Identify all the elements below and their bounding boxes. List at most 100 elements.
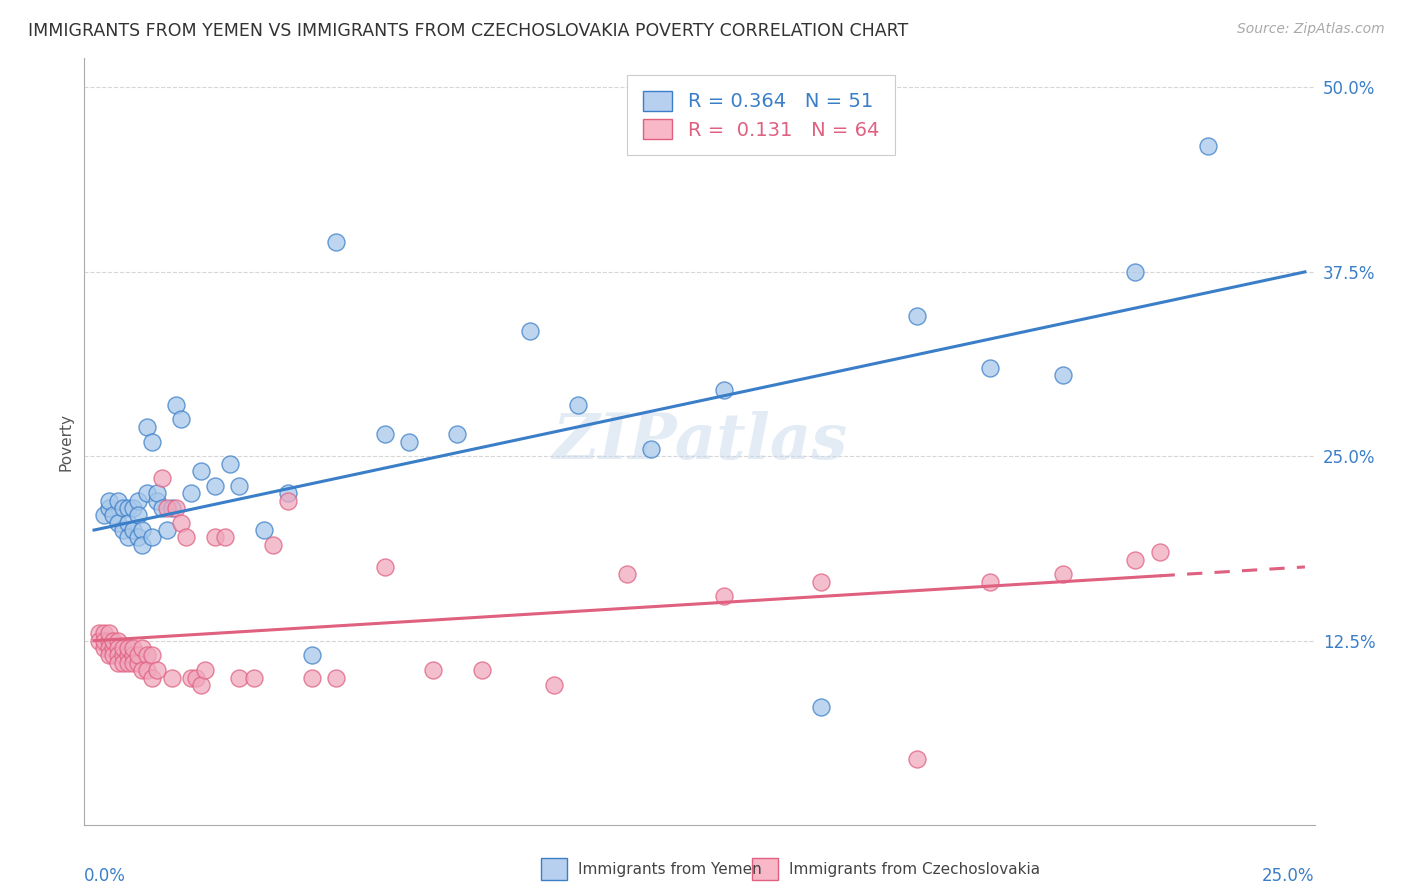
Point [112, 641, 135, 656]
Point [160, 500, 183, 515]
Point [87, 626, 110, 640]
Point [127, 493, 149, 508]
Point [103, 508, 125, 523]
Point [117, 500, 139, 515]
Point [141, 530, 163, 544]
Point [150, 500, 173, 515]
Point [446, 427, 468, 442]
Text: Immigrants from Yemen: Immigrants from Yemen [578, 862, 762, 877]
Point [713, 383, 735, 397]
Point [301, 671, 323, 685]
Point [107, 516, 129, 530]
Point [543, 678, 565, 692]
Point [141, 671, 163, 685]
Point [160, 671, 183, 685]
Text: 0.0%: 0.0% [84, 867, 127, 885]
Point [127, 530, 149, 544]
Point [218, 457, 240, 471]
Point [616, 567, 638, 582]
Point [121, 656, 143, 670]
Point [97, 500, 120, 515]
Point [374, 560, 396, 574]
Y-axis label: Poverty: Poverty [58, 412, 73, 471]
Point [136, 663, 159, 677]
Point [97, 493, 120, 508]
Point [117, 656, 139, 670]
Point [117, 516, 139, 530]
Point [165, 398, 187, 412]
Point [174, 530, 197, 544]
Point [228, 671, 250, 685]
Point [1149, 545, 1171, 559]
Point [301, 648, 323, 663]
Point [117, 530, 139, 544]
Point [325, 235, 347, 250]
Text: 25.0%: 25.0% [1263, 867, 1315, 885]
Point [190, 464, 212, 478]
Point [121, 641, 143, 656]
Point [228, 479, 250, 493]
Point [979, 574, 1001, 589]
Point [170, 412, 193, 426]
Point [121, 523, 143, 537]
Point [713, 590, 735, 604]
Point [131, 663, 153, 677]
Point [112, 500, 135, 515]
Point [204, 530, 226, 544]
Point [97, 633, 120, 648]
Point [979, 360, 1001, 375]
Point [107, 641, 129, 656]
Point [165, 500, 187, 515]
Point [262, 538, 284, 552]
Point [107, 493, 129, 508]
Point [93, 641, 115, 656]
Point [567, 398, 589, 412]
Point [374, 427, 396, 442]
Point [190, 678, 212, 692]
Point [156, 523, 179, 537]
Point [136, 419, 159, 434]
Point [107, 648, 129, 663]
Point [180, 486, 202, 500]
Point [131, 523, 153, 537]
Point [907, 309, 929, 323]
Point [127, 508, 149, 523]
Point [117, 648, 139, 663]
Point [243, 671, 266, 685]
Point [170, 516, 193, 530]
Point [640, 442, 662, 456]
Point [398, 434, 420, 449]
Point [97, 648, 120, 663]
Point [103, 648, 125, 663]
Point [121, 500, 143, 515]
Point [519, 324, 541, 338]
Point [1125, 552, 1147, 566]
Legend: R = 0.364   N = 51, R =  0.131   N = 64: R = 0.364 N = 51, R = 0.131 N = 64 [627, 75, 894, 155]
Point [150, 471, 173, 485]
Point [180, 671, 202, 685]
Point [252, 523, 274, 537]
Text: IMMIGRANTS FROM YEMEN VS IMMIGRANTS FROM CZECHOSLOVAKIA POVERTY CORRELATION CHAR: IMMIGRANTS FROM YEMEN VS IMMIGRANTS FROM… [28, 22, 908, 40]
Point [141, 648, 163, 663]
Point [87, 633, 110, 648]
Point [1052, 567, 1074, 582]
Point [184, 671, 207, 685]
Point [470, 663, 492, 677]
Text: Source: ZipAtlas.com: Source: ZipAtlas.com [1237, 22, 1385, 37]
Point [141, 434, 163, 449]
Point [131, 641, 153, 656]
Text: ZIPatlas: ZIPatlas [553, 411, 846, 472]
Point [112, 523, 135, 537]
Point [325, 671, 347, 685]
Point [194, 663, 217, 677]
Point [103, 633, 125, 648]
Text: Immigrants from Czechoslovakia: Immigrants from Czechoslovakia [789, 862, 1040, 877]
Point [97, 641, 120, 656]
Point [810, 700, 832, 714]
Point [907, 752, 929, 766]
Point [131, 538, 153, 552]
Point [277, 493, 299, 508]
Point [146, 663, 169, 677]
Point [1125, 265, 1147, 279]
Point [107, 633, 129, 648]
